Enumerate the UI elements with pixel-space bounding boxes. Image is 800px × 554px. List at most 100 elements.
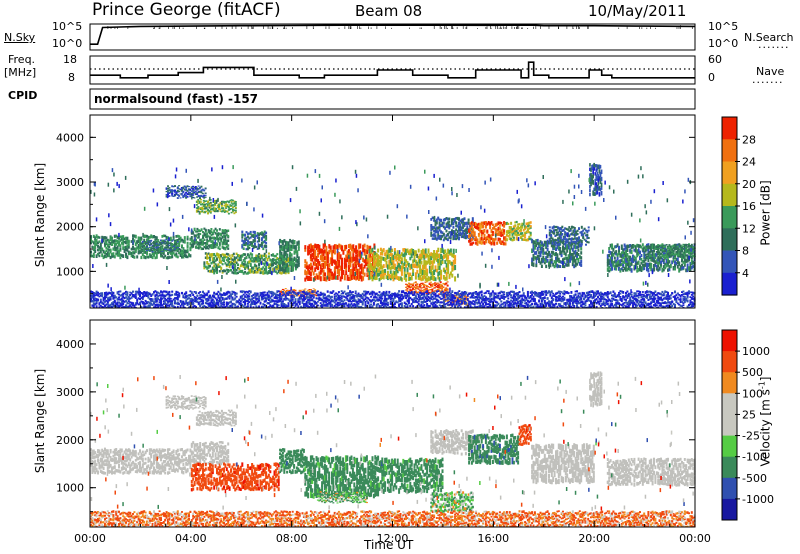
power-cell — [230, 199, 233, 201]
power-cell — [241, 244, 244, 247]
power-cell — [223, 269, 225, 273]
power-cell — [137, 236, 140, 241]
power-cell — [248, 260, 251, 264]
power-cell — [600, 176, 603, 182]
power-cell — [172, 244, 175, 246]
power-cell — [176, 190, 179, 192]
power-cell — [258, 268, 261, 272]
power-cell — [561, 225, 564, 229]
power-cell — [255, 234, 258, 237]
power-cell — [252, 259, 255, 263]
power-cell — [233, 205, 236, 207]
power-cell — [182, 247, 185, 251]
power-cell — [158, 249, 161, 251]
power-cell — [466, 230, 469, 234]
power-cell — [144, 246, 147, 250]
power-cell — [172, 249, 175, 252]
power-cell — [192, 244, 195, 248]
power-cell — [153, 242, 155, 245]
power-cell — [197, 190, 200, 192]
power-cell — [221, 263, 224, 266]
power-cell — [126, 248, 129, 252]
power-cell — [204, 203, 207, 206]
power-cell — [196, 294, 199, 297]
power-cell — [241, 254, 244, 258]
power-cell — [252, 239, 255, 242]
power-cell — [179, 193, 182, 195]
power-cell — [98, 236, 101, 239]
power-cell — [102, 238, 105, 243]
power-cell — [248, 241, 251, 244]
power-cell — [245, 231, 248, 234]
power-cell — [169, 256, 172, 259]
power-cell — [176, 242, 179, 245]
power-cell — [155, 243, 158, 245]
power-cell — [162, 256, 165, 259]
power-cell — [445, 282, 448, 285]
power-cell — [174, 245, 176, 247]
power-cell — [171, 302, 174, 305]
power-cell — [207, 209, 209, 212]
power-cell — [291, 299, 294, 302]
power-cell — [112, 252, 115, 256]
power-cell — [233, 200, 236, 203]
power-cell — [446, 288, 449, 290]
power-cell — [146, 234, 148, 238]
power-cell — [155, 244, 158, 246]
power-cell — [195, 234, 197, 237]
power-cell — [561, 233, 564, 236]
power-cell — [161, 254, 164, 258]
power-cell — [174, 189, 176, 192]
power-cell — [197, 210, 200, 213]
power-cell — [363, 272, 366, 277]
power-cell — [592, 179, 594, 185]
power-cell — [206, 245, 209, 250]
power-cell — [227, 269, 230, 272]
power-cell — [157, 250, 160, 253]
power-cell — [252, 230, 255, 234]
power-cell — [116, 251, 119, 255]
power-cell — [168, 244, 171, 247]
power-cell — [192, 191, 195, 193]
power-cell — [185, 196, 188, 199]
power-cell — [688, 248, 690, 250]
power-cell — [529, 225, 532, 228]
power-cell — [225, 272, 228, 275]
power-cell — [162, 241, 165, 245]
power-cell — [151, 242, 154, 244]
power-cell — [216, 267, 218, 271]
power-cell — [529, 221, 532, 224]
power-cell — [209, 253, 211, 256]
power-cell — [231, 271, 234, 274]
power-cell — [676, 245, 679, 248]
power-cell — [190, 291, 193, 294]
power-cell — [259, 243, 262, 247]
power-cell — [171, 293, 174, 296]
power-cell — [245, 236, 248, 240]
power-cell — [165, 191, 168, 193]
power-cell — [519, 228, 522, 231]
power-cell — [151, 251, 154, 253]
power-cell — [210, 240, 213, 243]
power-cell — [242, 262, 245, 266]
power-cell — [197, 205, 200, 208]
power-cell — [183, 249, 186, 254]
power-cell — [225, 205, 228, 208]
power-cell — [219, 208, 222, 211]
power-cell — [189, 242, 192, 246]
power-cell — [206, 253, 209, 257]
power-cell — [190, 243, 193, 247]
power-cell — [206, 241, 209, 245]
power-cell — [412, 283, 414, 286]
power-cell — [263, 268, 266, 271]
power-cell — [249, 290, 252, 294]
power-cell — [171, 185, 174, 188]
power-cell — [192, 187, 195, 189]
power-cell — [104, 236, 106, 240]
power-cell — [483, 229, 486, 233]
power-cell — [265, 270, 268, 274]
power-cell — [141, 248, 144, 251]
power-cell — [466, 225, 469, 229]
power-cell — [244, 303, 247, 306]
power-cell — [125, 236, 127, 240]
